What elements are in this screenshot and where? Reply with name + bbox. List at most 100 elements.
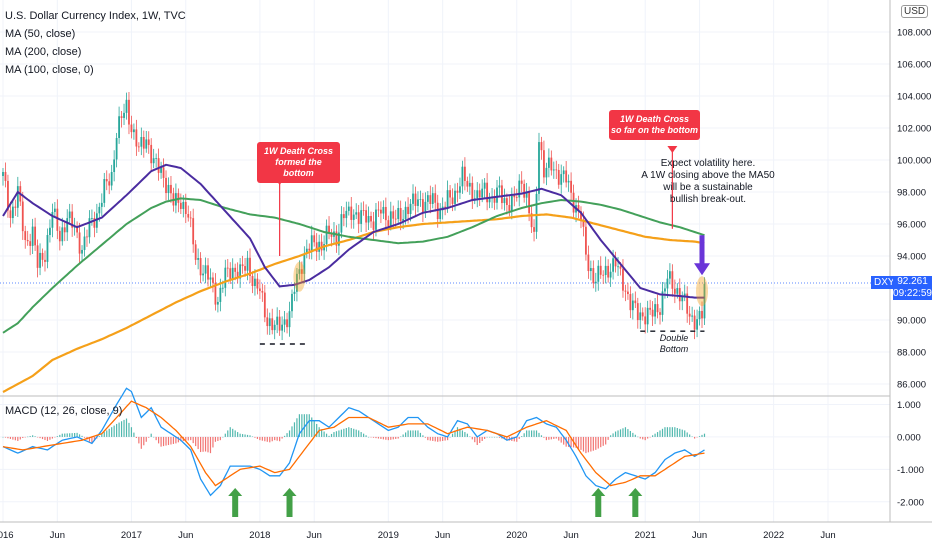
macd-histogram-bar <box>353 428 355 437</box>
macd-histogram-bar <box>227 430 229 437</box>
macd-histogram-bar <box>239 433 241 437</box>
candle-body <box>9 210 12 219</box>
candle-body <box>362 210 365 212</box>
candle-body <box>461 166 464 187</box>
candle-body <box>562 170 565 175</box>
candle-body <box>214 282 217 305</box>
macd-histogram-bar <box>301 414 303 437</box>
candle-body <box>696 319 698 330</box>
macd-histogram-bar <box>605 436 607 445</box>
time-tick-label: 2016 <box>0 530 14 541</box>
candle-body <box>382 206 385 214</box>
macd-histogram-bar <box>387 436 389 441</box>
macd-histogram-bar <box>158 436 160 444</box>
callout-2-line-2: so far on the bottom <box>611 125 698 135</box>
candle-body <box>120 116 123 118</box>
price-tick-label: 102.000 <box>897 124 931 135</box>
candle-body <box>283 319 286 325</box>
macd-histogram-bar <box>481 436 483 441</box>
candle-body <box>53 208 56 212</box>
macd-histogram-bar <box>303 414 305 437</box>
candle-body <box>11 206 14 219</box>
macd-histogram-bar <box>192 436 194 444</box>
macd-histogram-bar <box>148 436 150 438</box>
candle-body <box>560 174 563 185</box>
candle-body <box>533 227 535 232</box>
macd-histogram-bar <box>679 428 681 437</box>
macd-histogram-bar <box>617 430 619 437</box>
purple-down-arrow <box>694 235 711 276</box>
candle-body <box>518 180 521 198</box>
candle-body <box>49 227 51 236</box>
time-tick-label: 2018 <box>249 530 270 541</box>
candle-body <box>629 294 632 311</box>
macd-histogram-bar <box>577 436 580 449</box>
candle-body <box>352 214 355 220</box>
candle-body <box>110 171 113 186</box>
macd-line <box>2 387 705 497</box>
macd-histogram-bar <box>323 431 325 437</box>
macd-histogram-bar <box>133 432 135 437</box>
candle-body <box>683 293 686 297</box>
macd-histogram-bar <box>271 436 273 442</box>
macd-histogram-bar <box>493 436 496 438</box>
macd-histogram-bar <box>81 435 83 437</box>
macd-histogram-bar <box>103 432 105 437</box>
candle-body <box>4 172 7 181</box>
macd-histogram-bar <box>664 427 666 437</box>
macd-histogram-bar <box>343 428 345 437</box>
candle-body <box>286 319 288 328</box>
macd-histogram-bar <box>689 434 691 437</box>
macd-histogram-bar <box>686 432 688 437</box>
macd-histogram-bar <box>600 436 602 448</box>
candle-body <box>170 184 172 194</box>
macd-layer <box>2 387 706 497</box>
macd-tick-label: 0.000 <box>897 432 921 443</box>
macd-histogram-bar <box>602 436 604 446</box>
macd-histogram-bar <box>461 430 464 437</box>
macd-histogram-bar <box>167 436 170 446</box>
candle-body <box>157 158 160 173</box>
candle-body <box>614 258 617 267</box>
candle-body <box>244 266 246 271</box>
macd-histogram-bar <box>274 436 276 441</box>
candle-body <box>150 144 153 164</box>
price-tick-label: 106.000 <box>897 60 931 71</box>
candle-body <box>115 137 118 160</box>
currency-button[interactable]: USD <box>901 5 929 18</box>
candle-body <box>565 170 568 183</box>
candle-body <box>540 142 543 151</box>
macd-histogram-bar <box>306 414 308 437</box>
candle-body <box>609 271 612 278</box>
macd-histogram-bar <box>318 427 320 437</box>
macd-histogram-bar <box>116 423 118 437</box>
legend-title: U.S. Dollar Currency Index, 1W, TVC <box>5 10 186 22</box>
macd-histogram-bar <box>656 432 659 437</box>
candle-body <box>165 177 167 194</box>
candle-body <box>417 199 419 206</box>
candle-body <box>387 220 390 226</box>
macd-histogram-bar <box>563 436 565 445</box>
candle-body <box>493 196 496 203</box>
macd-histogram-bar <box>676 428 678 437</box>
candle-body <box>701 310 703 319</box>
candle-body <box>377 209 380 211</box>
candle-body <box>29 241 32 246</box>
macd-histogram-bar <box>224 433 226 437</box>
callout-death-cross-2021: 1W Death Cross so far on the bottom <box>609 110 700 140</box>
macd-histogram-bar <box>654 433 656 437</box>
candle-body <box>528 192 531 214</box>
macd-histogram-bar <box>259 436 261 441</box>
price-tick-label: 90.000 <box>897 316 926 327</box>
volatility-note: Expect volatility here. A 1W closing abo… <box>638 158 778 206</box>
candle-body <box>197 258 200 260</box>
macd-histogram-bar <box>118 422 120 437</box>
candle-body <box>505 198 508 206</box>
candle-body <box>338 232 340 246</box>
macd-histogram-bar <box>476 436 478 446</box>
candle-body <box>192 218 195 245</box>
macd-histogram-bar <box>195 436 197 447</box>
macd-histogram-bar <box>76 432 78 437</box>
candle-body <box>463 166 466 181</box>
macd-histogram-bar <box>217 436 219 441</box>
